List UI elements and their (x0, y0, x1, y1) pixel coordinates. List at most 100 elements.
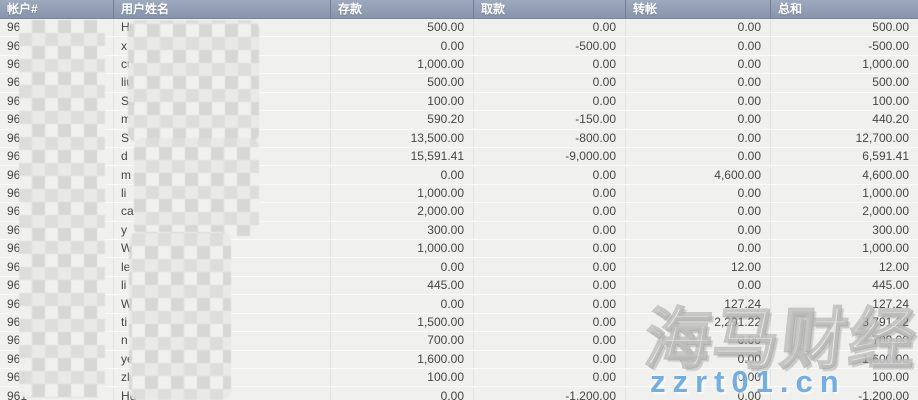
transfer-cell: 0.00 (625, 129, 770, 147)
total-cell: 2,000.00 (770, 203, 918, 221)
column-header-deposit[interactable]: 存款 (330, 0, 473, 18)
transfer-cell: 0.00 (625, 92, 770, 110)
total-cell: 440.20 (770, 111, 918, 129)
total-cell: 4,600.00 (770, 166, 918, 184)
table-row[interactable]: 96 W 0.00 0.00 127.24 127.24 (0, 295, 918, 314)
total-cell: 12.00 (770, 258, 918, 276)
column-header-total[interactable]: 总和 (770, 0, 918, 18)
deposit-cell: 1,500.00 (330, 313, 473, 331)
table-row[interactable]: 96 S 13,500.00 -800.00 0.00 12,700.00 (0, 129, 918, 148)
total-cell: 6,591.41 (770, 148, 918, 166)
deposit-cell: 0.00 (330, 295, 473, 313)
total-cell: 500.00 (770, 74, 918, 92)
account-cell: 96 (7, 333, 21, 348)
transfer-cell: 0.00 (625, 19, 770, 37)
table-row[interactable]: 96 cu 1,000.00 0.00 0.00 1,000.00 (0, 55, 918, 75)
username-cell: m (113, 166, 330, 184)
transfer-cell: 0.00 (625, 74, 770, 92)
withdraw-cell: 0.00 (473, 277, 625, 295)
withdraw-cell: 0.00 (473, 350, 625, 368)
table-row[interactable]: 96 W 1,000.00 0.00 0.00 1,000.00 (0, 240, 918, 259)
table-row[interactable]: 96 m 590.20 -150.00 0.00 440.20 (0, 111, 918, 130)
table-row[interactable]: 96 n 700.00 0.00 0.00 700.00 (0, 332, 918, 351)
username-cell: n (113, 332, 330, 350)
deposit-cell: 13,500.00 (330, 129, 473, 147)
deposit-cell: 0.00 (330, 387, 473, 400)
transfer-cell: 0.00 (625, 148, 770, 166)
withdraw-cell: 0.00 (473, 221, 625, 239)
transfer-cell: 0.00 (625, 350, 770, 368)
transfer-cell: 0.00 (625, 369, 770, 387)
transfer-cell: 12.00 (625, 258, 770, 276)
withdraw-cell: 0.00 (473, 258, 625, 276)
deposit-cell: 500.00 (330, 74, 473, 92)
username-cell: cu (113, 56, 330, 74)
total-cell: 127.24 (770, 295, 918, 313)
username-cell: ye (113, 350, 330, 368)
table-row[interactable]: 96 m 0.00 0.00 4,600.00 4,600.00 (0, 166, 918, 185)
deposit-cell: 0.00 (330, 258, 473, 276)
table-row[interactable]: 96 Hu 500.00 0.00 0.00 500.00 (0, 19, 918, 38)
transfer-cell: 0.00 (625, 203, 770, 221)
account-cell: 96 (7, 20, 21, 35)
deposit-cell: 700.00 (330, 332, 473, 350)
transfer-cell: 0.00 (625, 56, 770, 74)
column-header-transfer[interactable]: 转帐 (625, 0, 770, 18)
username-cell: S (113, 129, 330, 147)
total-cell: -500.00 (770, 37, 918, 55)
withdraw-cell: 0.00 (473, 369, 625, 387)
total-cell: 1,000.00 (770, 56, 918, 74)
username-cell: y (113, 221, 330, 239)
table-header: 帐户# 用户姓名 存款 取款 转帐 总和 (0, 0, 918, 19)
account-cell: 96 (7, 57, 21, 72)
withdraw-cell: -500.00 (473, 37, 625, 55)
account-cell: 96 (7, 296, 21, 311)
table-row[interactable]: 96 li 1,000.00 0.00 0.00 1,000.00 (0, 184, 918, 204)
deposit-cell: 500.00 (330, 19, 473, 37)
deposit-cell: 2,000.00 (330, 203, 473, 221)
total-cell: 1,000.00 (770, 185, 918, 202)
account-cell: 961 (7, 351, 28, 366)
total-cell: 3,791.22 (770, 313, 918, 331)
withdraw-cell: 0.00 (473, 19, 625, 37)
withdraw-cell: -1,200.00 (473, 387, 625, 400)
transfer-cell: 0.00 (625, 185, 770, 202)
table-row[interactable]: 96 li 445.00 0.00 0.00 445.00 (0, 276, 918, 296)
deposit-cell: 300.00 (330, 221, 473, 239)
transfer-cell: 0.00 (625, 221, 770, 239)
username-cell: Hu (113, 19, 330, 37)
table-row[interactable]: 96 Su 100.00 0.00 0.00 100.00 (0, 92, 918, 112)
transfer-cell: 0.00 (625, 111, 770, 129)
withdraw-cell: -150.00 (473, 111, 625, 129)
total-cell: 100.00 (770, 92, 918, 110)
username-cell: li (113, 185, 330, 202)
deposit-cell: 445.00 (330, 277, 473, 295)
table-row[interactable]: 96 y 300.00 0.00 0.00 300.00 (0, 221, 918, 241)
table-row[interactable]: 96 ti 1,500.00 0.00 2,291.22 3,791.22 (0, 313, 918, 333)
table-row[interactable]: 961 zh 100.00 0.00 0.00 100.00 (0, 369, 918, 388)
username-cell: ca (113, 203, 330, 221)
withdraw-cell: -800.00 (473, 129, 625, 147)
deposit-cell: 0.00 (330, 166, 473, 184)
account-cell: 96 (7, 259, 21, 274)
table-row[interactable]: 96 x 0.00 -500.00 0.00 -500.00 (0, 37, 918, 56)
total-cell: 100.00 (770, 369, 918, 387)
withdraw-cell: 0.00 (473, 92, 625, 110)
withdraw-cell: 0.00 (473, 203, 625, 221)
column-header-username[interactable]: 用户姓名 (113, 0, 330, 18)
column-header-account[interactable]: 帐户# (7, 2, 38, 16)
transfer-cell: 0.00 (625, 277, 770, 295)
table-row[interactable]: 96 liu 500.00 0.00 0.00 500.00 (0, 74, 918, 93)
account-cell: 96 (7, 314, 21, 329)
account-cell: 96 (7, 278, 21, 293)
table-row[interactable]: 96 d 15,591.41 -9,000.00 0.00 6,591.41 (0, 147, 918, 167)
total-cell: 1,600.00 (770, 350, 918, 368)
table-row[interactable]: 96 ca 2,000.00 0.00 0.00 2,000.00 (0, 203, 918, 222)
table-row[interactable]: 961 Hu 0.00 -1,200.00 0.00 -1,200.00 (0, 387, 918, 400)
table-row[interactable]: 961 ye 1,600.00 0.00 0.00 1,600.00 (0, 350, 918, 370)
column-header-withdraw[interactable]: 取款 (473, 0, 625, 18)
table-row[interactable]: 96 le 0.00 0.00 12.00 12.00 (0, 258, 918, 277)
table-body: 96 Hu 500.00 0.00 0.00 500.00 96 x 0.00 … (0, 19, 918, 400)
total-cell: -1,200.00 (770, 387, 918, 400)
